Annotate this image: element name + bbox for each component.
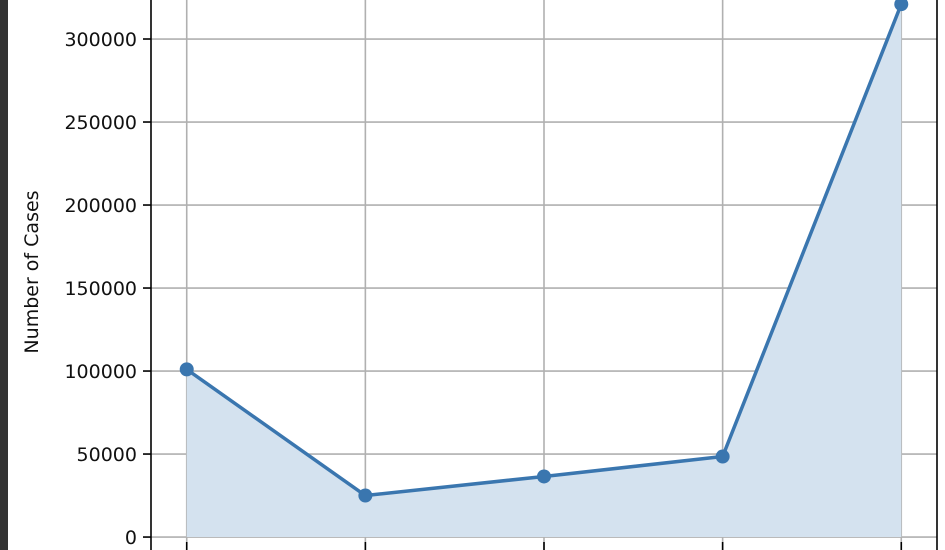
y-tick-label: 50000 [77, 444, 137, 466]
y-axis-label: Number of Cases [21, 190, 43, 353]
axes: 0 50000 100000 150000 200000 250000 300000 [64, 0, 938, 550]
y-tick-label: 0 [125, 527, 137, 549]
data-point [715, 449, 730, 464]
data-point [537, 469, 551, 484]
window-edge [0, 0, 8, 550]
y-tick-label: 200000 [64, 195, 137, 217]
y-tick-label: 100000 [64, 361, 137, 383]
y-tick-label: 150000 [64, 278, 137, 300]
area-fill [186, 4, 902, 538]
data-point [894, 0, 909, 12]
data-point [358, 488, 373, 503]
data-point [179, 362, 194, 377]
y-tick-label: 300000 [64, 29, 137, 51]
y-tick-label: 250000 [64, 112, 137, 134]
data-points [179, 0, 909, 503]
